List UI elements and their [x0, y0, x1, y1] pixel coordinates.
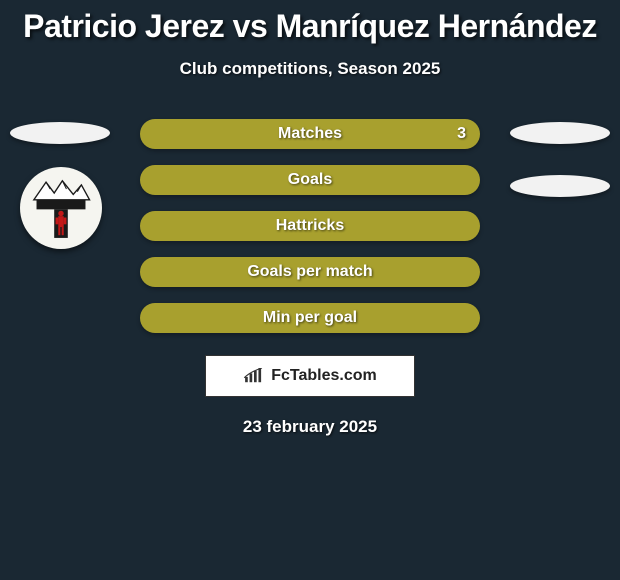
placeholder-ellipse-right-2 [510, 175, 610, 197]
stat-row-goals: Goals [140, 165, 480, 195]
attribution-text: FcTables.com [271, 367, 377, 385]
attribution-box: FcTables.com [205, 355, 415, 397]
team-logo-icon [27, 174, 95, 242]
page-title: Patricio Jerez vs Manríquez Hernández [23, 8, 597, 45]
stat-label: Matches [278, 125, 342, 143]
stat-row-hattricks: Hattricks [140, 211, 480, 241]
stat-row-matches: Matches 3 [140, 119, 480, 149]
stat-label: Goals per match [247, 263, 372, 281]
page-container: Patricio Jerez vs Manríquez Hernández Cl… [0, 0, 620, 437]
page-subtitle: Club competitions, Season 2025 [180, 59, 441, 79]
stat-value-right: 3 [457, 125, 466, 143]
footer-date: 23 february 2025 [243, 417, 377, 437]
stats-section: Matches 3 Goals Hattricks Goals per matc… [0, 119, 620, 437]
stat-row-goals-per-match: Goals per match [140, 257, 480, 287]
team-logo [20, 167, 102, 249]
stat-row-min-per-goal: Min per goal [140, 303, 480, 333]
bar-chart-icon [243, 368, 265, 384]
stat-label: Goals [288, 171, 332, 189]
stat-label: Hattricks [276, 217, 344, 235]
placeholder-ellipse-right-1 [510, 122, 610, 144]
stat-label: Min per goal [263, 309, 357, 327]
placeholder-ellipse-left-1 [10, 122, 110, 144]
